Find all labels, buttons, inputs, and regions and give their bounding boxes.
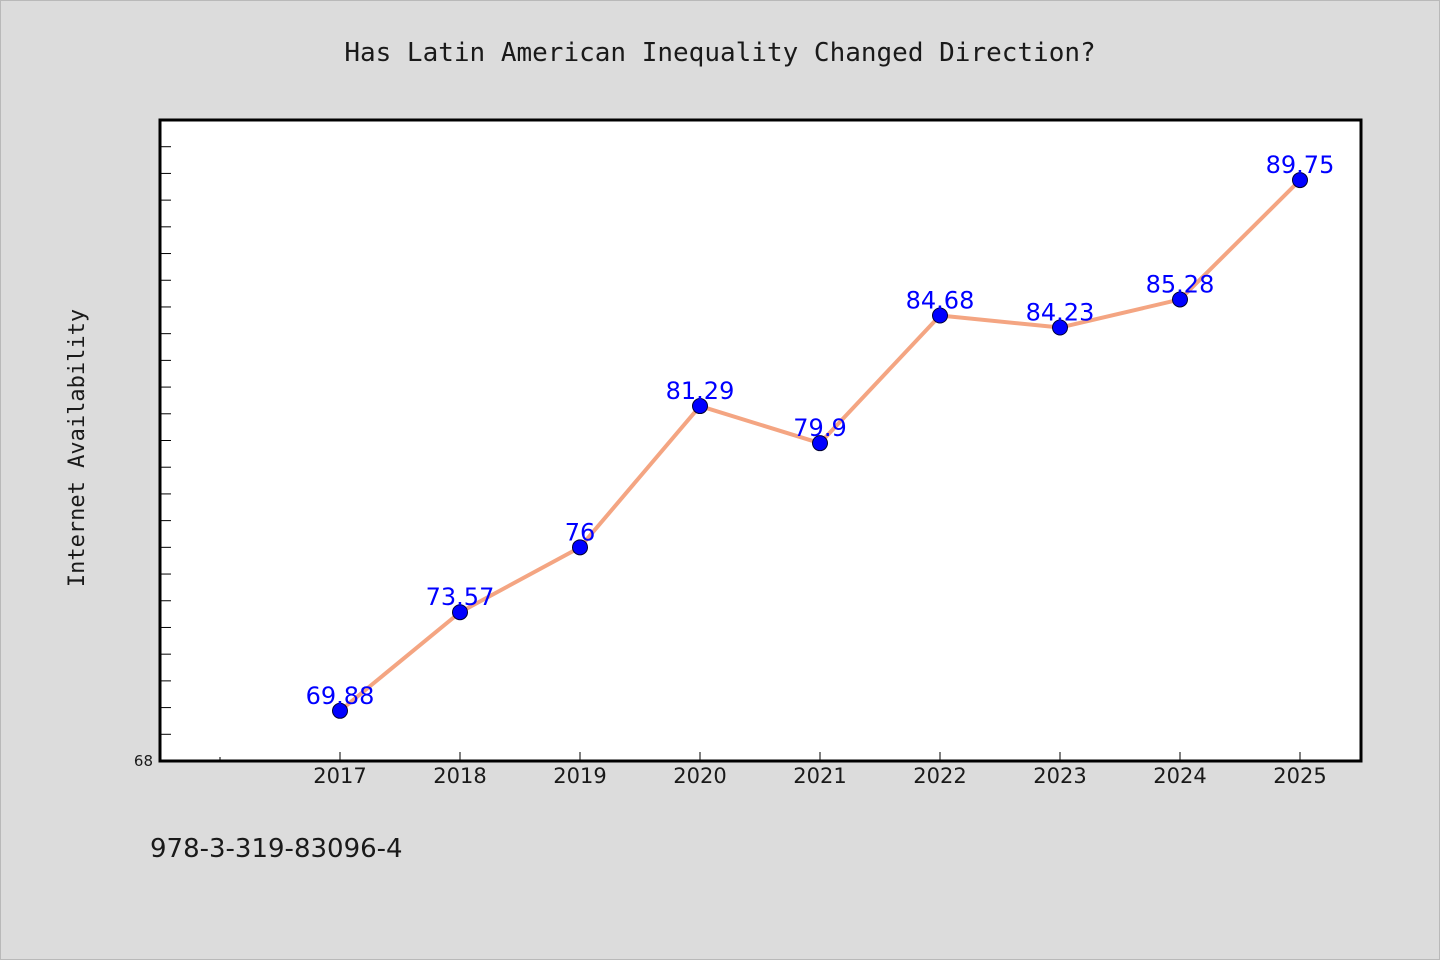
data-label-layer: 69.88 73.57 76 81.29 79.9 84.68 84.23 85.28 89.7… (306, 151, 1335, 710)
data-label: 81.29 (666, 377, 735, 405)
data-label: 73.57 (426, 583, 495, 611)
data-point (812, 435, 828, 452)
data-point (572, 539, 588, 556)
x-tick-label: 2022 (913, 764, 966, 788)
data-point (1292, 172, 1308, 189)
data-label: 84.68 (906, 287, 975, 315)
plot-area (158, 118, 1363, 763)
data-point (692, 398, 708, 415)
axis-layer: 68 2017 2018 2019 2020 2021 2022 2023 2024 2025 (134, 146, 1327, 788)
chart-title: Has Latin American Inequality Changed Di… (344, 38, 1095, 68)
y-tick-label: 68 (134, 752, 153, 770)
x-tick-label: 2021 (793, 764, 846, 788)
x-tick-label: 2024 (1153, 764, 1206, 788)
data-point (332, 702, 348, 719)
data-point (932, 307, 948, 324)
x-tick-label: 2017 (313, 764, 366, 788)
y-axis-label: Internet Availability (65, 309, 90, 587)
x-tick-label: 2023 (1033, 764, 1086, 788)
data-label: 84.23 (1026, 299, 1095, 327)
data-label: 89.75 (1266, 151, 1335, 179)
footnote: 978-3-319-83096-4 (150, 834, 403, 864)
data-point (452, 604, 468, 621)
x-tick-label: 2019 (553, 764, 606, 788)
data-point (1052, 319, 1068, 336)
x-tick-label: 2025 (1273, 764, 1326, 788)
series-layer (332, 172, 1308, 719)
x-tick-label: 2020 (673, 764, 726, 788)
x-tick-label: 2018 (433, 764, 486, 788)
data-label: 85.28 (1146, 270, 1215, 298)
data-point (1172, 291, 1188, 308)
data-label: 76 (565, 518, 596, 546)
data-label: 69.88 (306, 682, 375, 710)
data-label: 79.9 (793, 414, 846, 442)
